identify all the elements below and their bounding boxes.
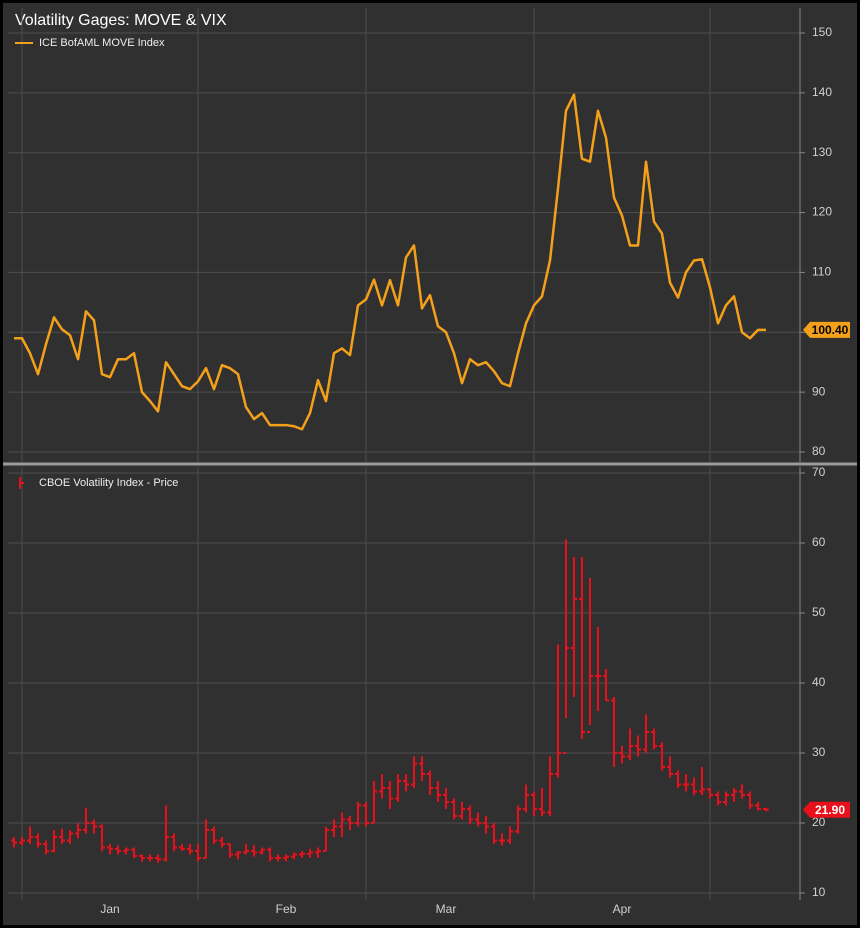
value-flag xyxy=(803,801,850,818)
y-tick-label: 50 xyxy=(812,605,826,619)
y-tick-label: 150 xyxy=(812,25,832,39)
y-tick-label: 90 xyxy=(812,384,826,398)
y-tick-label: 60 xyxy=(812,535,826,549)
line xyxy=(14,93,766,431)
x-tick-label: Apr xyxy=(613,902,632,916)
chart-title: Volatility Gages: MOVE & VIX xyxy=(15,12,227,29)
x-tick-label: Mar xyxy=(436,902,457,916)
value-label: 21.90 xyxy=(815,803,845,817)
y-tick-label: 130 xyxy=(812,145,832,159)
y-tick-label: 70 xyxy=(812,465,826,479)
value-flag xyxy=(803,321,850,338)
value-label: 100.40 xyxy=(812,323,849,337)
x-tick-label: Jan xyxy=(100,902,119,916)
y-tick-label: 10 xyxy=(812,885,826,899)
y-tick-label: 140 xyxy=(812,85,832,99)
legend-swatch xyxy=(19,477,24,489)
y-tick-label: 120 xyxy=(812,205,832,219)
y-tick-label: 110 xyxy=(812,265,831,279)
y-tick-label: 40 xyxy=(812,675,826,689)
legend-label: CBOE Volatility Index - Price xyxy=(39,477,178,489)
x-tick-label: Feb xyxy=(276,902,297,916)
y-tick-label: 80 xyxy=(812,444,826,458)
y-tick-label: 20 xyxy=(812,815,826,829)
legend-label: ICE BofAML MOVE Index xyxy=(39,37,165,49)
y-tick-label: 30 xyxy=(812,745,826,759)
